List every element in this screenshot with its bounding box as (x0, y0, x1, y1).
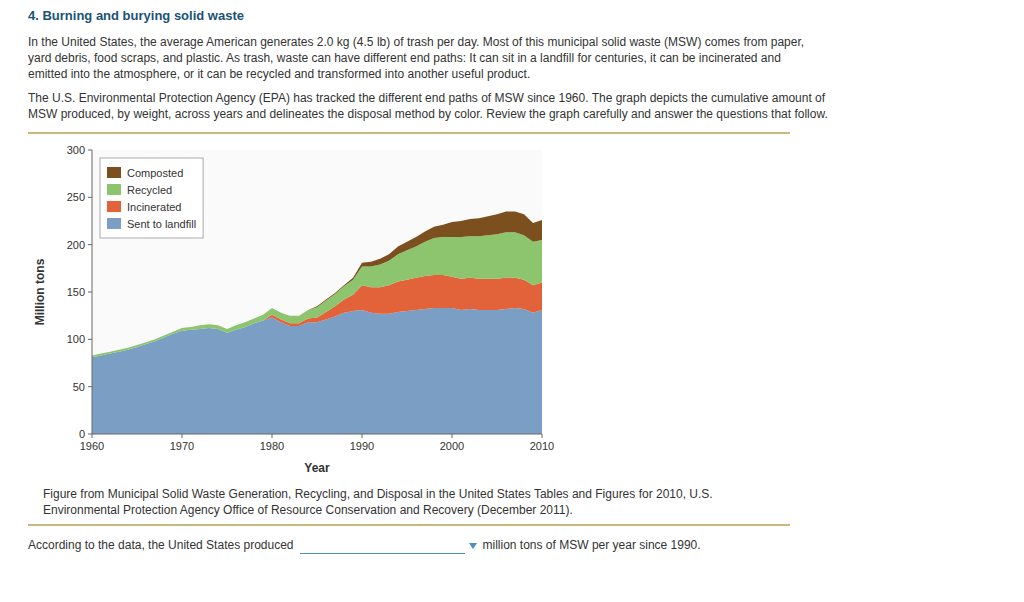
x-tick-label: 2000 (440, 440, 464, 452)
dropdown-arrow[interactable] (469, 543, 477, 549)
legend-label: Incinerated (127, 201, 181, 213)
paragraph-line: emitted into the atmosphere, or it can b… (28, 66, 530, 82)
y-axis-label: Million tons (33, 258, 47, 325)
areas (92, 212, 542, 434)
y-tick-label: 100 (67, 333, 85, 345)
question-text: According to the data, the United States… (28, 536, 294, 554)
x-axis-line (92, 434, 542, 435)
question: According to the data, the United States… (28, 536, 701, 554)
y-tick-label: 250 (67, 191, 85, 203)
legend-box (100, 158, 203, 238)
y-tick-label: 200 (67, 239, 85, 251)
x-tick-label: 1960 (80, 440, 104, 452)
legend-swatch (107, 184, 121, 195)
x-tick-label: 1970 (170, 440, 194, 452)
area (92, 308, 542, 434)
paragraph-line: MSW produced, by weight, across years an… (28, 106, 828, 122)
y-tick (88, 386, 92, 387)
paragraph-line: In the United States, the average Americ… (28, 34, 804, 50)
y-tick-label: 300 (67, 144, 85, 156)
caption-line: Figure from Municipal Solid Waste Genera… (43, 486, 713, 502)
y-tick (88, 244, 92, 245)
y-tick (88, 434, 92, 435)
divider (28, 132, 790, 134)
chart: 1960 1970 1980 1990 2000 2010 0 50 100 150 200 250 3… (28, 140, 568, 480)
area (92, 232, 542, 357)
y-tick-label: 150 (67, 286, 85, 298)
x-tick (542, 434, 543, 438)
legend-label: Recycled (127, 184, 172, 196)
legend-swatch (107, 201, 121, 212)
plot-area (92, 150, 542, 434)
paragraph-line: The U.S. Environmental Protection Agency… (28, 90, 825, 106)
legend-swatch (107, 167, 121, 178)
x-tick-label: 2010 (530, 440, 554, 452)
heading: 4. Burning and burying solid waste (28, 8, 244, 24)
x-tick (272, 434, 273, 438)
x-tick-label: 1980 (260, 440, 284, 452)
legend: Composted Recycled Incinerated Sent to land… (100, 158, 203, 238)
y-tick (88, 339, 92, 340)
x-tick (452, 434, 453, 438)
divider (28, 524, 790, 526)
legend-swatch (107, 218, 121, 229)
x-axis-label: Year (304, 461, 330, 475)
x-tick-label: 1990 (350, 440, 374, 452)
y-tick (88, 292, 92, 293)
dropdown[interactable] (300, 537, 465, 554)
y-tick-label: 0 (79, 428, 85, 440)
legend-label: Sent to landfill (127, 218, 196, 230)
x-tick (92, 434, 93, 438)
x-tick (362, 434, 363, 438)
question-text: million tons of MSW per year since 1990. (483, 536, 701, 554)
caption-line: Environmental Protection Agency Office o… (43, 502, 573, 518)
paragraph-line: yard debris, food scraps, and plastic. A… (28, 50, 781, 66)
y-tick (88, 150, 92, 151)
y-tick (88, 197, 92, 198)
legend-label: Composted (127, 167, 183, 179)
x-tick (182, 434, 183, 438)
y-tick-label: 50 (73, 381, 85, 393)
